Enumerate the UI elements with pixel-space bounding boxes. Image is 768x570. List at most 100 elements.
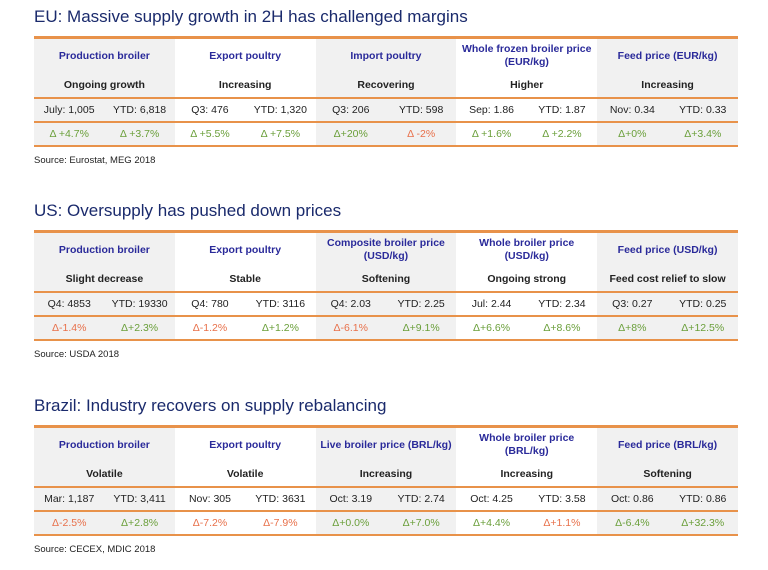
- value-cell: Q3: 0.27: [597, 292, 668, 317]
- value-cell: YTD: 2.74: [385, 487, 457, 512]
- value-cell: Nov: 305: [174, 487, 246, 512]
- value-cell: YTD: 3,411: [104, 487, 175, 512]
- value-cell: Oct: 4.25: [456, 487, 527, 512]
- section-us: US: Oversupply has pushed down prices Pr…: [34, 200, 738, 360]
- delta-cell: Δ +7.5%: [245, 122, 316, 147]
- delta-cell: Δ+8.6%: [526, 316, 598, 341]
- delta-cell: Δ +1.6%: [456, 122, 527, 147]
- value-cell: YTD: 19330: [104, 292, 175, 317]
- delta-cell: Δ+32.3%: [667, 511, 738, 536]
- value-cell: YTD: 0.33: [667, 98, 738, 123]
- trend-row: Ongoing growth Increasing Recovering Higher…: [34, 73, 738, 99]
- trend-row: Slight decrease Stable Softening Ongoing st…: [34, 267, 738, 293]
- delta-cell: Δ+12.5%: [667, 316, 738, 341]
- delta-cell: Δ -2%: [385, 122, 457, 147]
- delta-cell: Δ+2.3%: [104, 316, 175, 341]
- trend-label: Volatile: [34, 462, 175, 488]
- trend-label: Ongoing strong: [456, 267, 598, 293]
- delta-cell: Δ-6.4%: [597, 511, 668, 536]
- column-header: Composite broiler price (USD/kg): [315, 230, 457, 267]
- column-header: Production broiler: [34, 230, 175, 267]
- value-cell: Q3: 206: [315, 98, 386, 123]
- delta-cell: Δ+2.8%: [104, 511, 175, 536]
- delta-cell: Δ-1.4%: [34, 316, 105, 341]
- value-cell: Q4: 780: [174, 292, 246, 317]
- column-header: Production broiler: [34, 36, 175, 73]
- trend-label: Stable: [174, 267, 316, 293]
- header-row: Production broiler Export poultry Live bro…: [34, 425, 738, 462]
- value-cell: July: 1,005: [34, 98, 105, 123]
- value-cell: Oct: 0.86: [597, 487, 668, 512]
- metrics-table: Production broiler Export poultry Composit…: [34, 230, 738, 341]
- value-cell: YTD: 3631: [245, 487, 316, 512]
- trend-label: Volatile: [174, 462, 316, 488]
- delta-cell: Δ-1.2%: [174, 316, 246, 341]
- value-cell: Sep: 1.86: [456, 98, 527, 123]
- trend-label: Recovering: [315, 73, 457, 99]
- trend-label: Increasing: [174, 73, 316, 99]
- column-header: Live broiler price (BRL/kg): [315, 425, 457, 462]
- trend-label: Increasing: [456, 462, 598, 488]
- value-cell: Nov: 0.34: [597, 98, 668, 123]
- section-title: Brazil: Industry recovers on supply reba…: [34, 396, 387, 415]
- delta-cell: Δ+3.4%: [667, 122, 738, 147]
- delta-cell: Δ+7.0%: [385, 511, 457, 536]
- column-header: Export poultry: [174, 36, 316, 73]
- value-cell: YTD: 0.25: [667, 292, 738, 317]
- values-row: Q4: 4853 YTD: 19330 Q4: 780 YTD: 3116 Q4: 2.…: [34, 292, 738, 317]
- value-cell: Jul: 2.44: [456, 292, 527, 317]
- delta-cell: Δ +5.5%: [174, 122, 246, 147]
- delta-cell: Δ+6.6%: [456, 316, 527, 341]
- value-cell: Oct: 3.19: [315, 487, 386, 512]
- section-title: EU: Massive supply growth in 2H has chal…: [34, 7, 468, 26]
- value-cell: Mar: 1,187: [34, 487, 105, 512]
- section-brazil: Brazil: Industry recovers on supply reba…: [34, 395, 738, 555]
- column-header: Feed price (BRL/kg): [597, 425, 738, 462]
- trend-label: Feed cost relief to slow: [597, 267, 738, 293]
- trend-label: Higher: [456, 73, 598, 99]
- values-row: Mar: 1,187 YTD: 3,411 Nov: 305 YTD: 3631 Oct…: [34, 487, 738, 512]
- source-note: Source: CECEX, MDIC 2018: [34, 544, 156, 555]
- source-note: Source: USDA 2018: [34, 349, 120, 360]
- delta-cell: Δ-7.2%: [174, 511, 246, 536]
- section-title: US: Oversupply has pushed down prices: [34, 201, 342, 220]
- value-cell: Q4: 2.03: [315, 292, 386, 317]
- section-eu: EU: Massive supply growth in 2H has chal…: [34, 6, 738, 166]
- delta-cell: Δ+0.0%: [315, 511, 386, 536]
- value-cell: YTD: 1.87: [526, 98, 598, 123]
- trend-label: Increasing: [315, 462, 457, 488]
- value-cell: YTD: 0.86: [667, 487, 738, 512]
- value-cell: YTD: 3116: [245, 292, 316, 317]
- column-header: Import poultry: [315, 36, 457, 73]
- column-header: Whole frozen broiler price (EUR/kg): [456, 36, 598, 73]
- column-header: Export poultry: [174, 230, 316, 267]
- delta-cell: Δ+9.1%: [385, 316, 457, 341]
- value-cell: Q4: 4853: [34, 292, 105, 317]
- delta-row: Δ +4.7% Δ +3.7% Δ +5.5% Δ +7.5% Δ+20% Δ -2% Δ …: [34, 122, 738, 147]
- delta-cell: Δ+20%: [315, 122, 386, 147]
- delta-cell: Δ-2.5%: [34, 511, 105, 536]
- column-header: Feed price (EUR/kg): [597, 36, 738, 73]
- trend-row: Volatile Volatile Increasing Increasing Soft…: [34, 462, 738, 488]
- delta-row: Δ-1.4% Δ+2.3% Δ-1.2% Δ+1.2% Δ-6.1% Δ+9.1% Δ+6.…: [34, 316, 738, 341]
- delta-cell: Δ-6.1%: [315, 316, 386, 341]
- metrics-table: Production broiler Export poultry Live bro…: [34, 425, 738, 536]
- delta-cell: Δ+8%: [597, 316, 668, 341]
- column-header: Whole broiler price (BRL/kg): [456, 425, 598, 462]
- values-row: July: 1,005 YTD: 6,818 Q3: 476 YTD: 1,320 Q3…: [34, 98, 738, 123]
- trend-label: Slight decrease: [34, 267, 175, 293]
- delta-cell: Δ +4.7%: [34, 122, 105, 147]
- metrics-table: Production broiler Export poultry Import p…: [34, 36, 738, 147]
- value-cell: YTD: 3.58: [526, 487, 598, 512]
- header-row: Production broiler Export poultry Import p…: [34, 36, 738, 73]
- delta-cell: Δ+4.4%: [456, 511, 527, 536]
- trend-label: Ongoing growth: [34, 73, 175, 99]
- value-cell: Q3: 476: [174, 98, 246, 123]
- value-cell: YTD: 598: [385, 98, 457, 123]
- value-cell: YTD: 2.25: [385, 292, 457, 317]
- delta-cell: Δ+1.2%: [245, 316, 316, 341]
- value-cell: YTD: 6,818: [104, 98, 175, 123]
- trend-label: Increasing: [597, 73, 738, 99]
- column-header: Export poultry: [174, 425, 316, 462]
- value-cell: YTD: 2.34: [526, 292, 598, 317]
